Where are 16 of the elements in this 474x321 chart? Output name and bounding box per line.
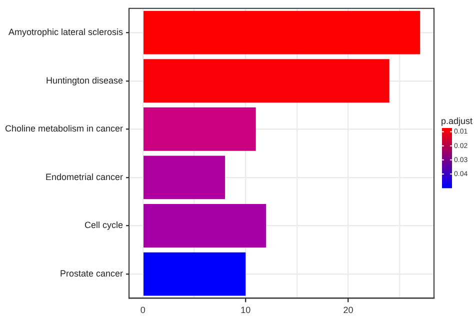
color-bar-title: p.adjust (441, 116, 474, 126)
bar (144, 10, 420, 54)
bar (144, 156, 226, 200)
bar (144, 252, 246, 296)
bar (144, 107, 256, 151)
bar (144, 59, 390, 103)
bar (144, 204, 266, 248)
y-tick-label: Amyotrophic lateral sclerosis (8, 27, 124, 38)
y-tick-label: Cell cycle (84, 220, 124, 230)
y-tick-label: Prostate cancer (60, 268, 124, 279)
y-tick-label: Huntington disease (46, 75, 124, 86)
x-tick-label: 10 (240, 305, 251, 316)
x-tick-label: 20 (343, 305, 354, 316)
y-tick-label: Endometrial cancer (46, 172, 124, 182)
y-tick-label: Choline metabolism in cancer (4, 124, 124, 134)
x-tick-label: 0 (140, 305, 146, 316)
